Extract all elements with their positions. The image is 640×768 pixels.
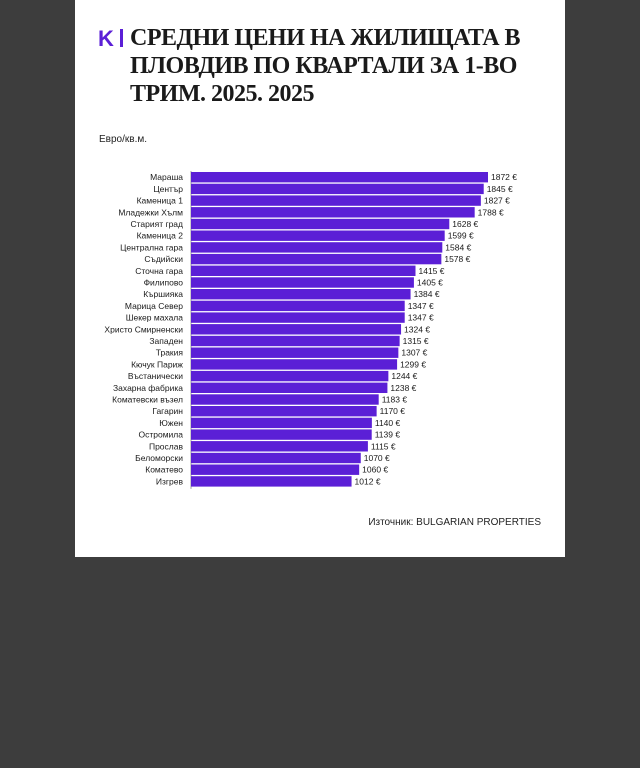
chart-title: СРЕДНИ ЦЕНИ НА ЖИЛИЩАТА В ПЛОВДИВ ПО КВА… [130, 25, 521, 107]
category-label: Прослав [149, 441, 184, 451]
logo-letter: K [98, 27, 114, 49]
category-label: Каменица 1 [137, 196, 184, 206]
value-label: 1115 € [371, 441, 396, 451]
bar [191, 394, 379, 405]
bar [191, 429, 372, 440]
category-label: Въстанически [128, 371, 183, 381]
bar [191, 476, 352, 487]
chart-card: K СРЕДНИ ЦЕНИ НА ЖИЛИЩАТА В ПЛОВДИВ ПО К… [75, 0, 565, 557]
bar [191, 183, 484, 195]
category-label: Старият град [130, 219, 183, 229]
category-label: Захарна фабрика [113, 383, 183, 393]
value-label: 1788 € [478, 207, 504, 217]
bar [191, 312, 405, 323]
bar [191, 370, 389, 382]
bar [191, 172, 488, 183]
category-label: Коматевски възел [112, 395, 183, 405]
value-label: 1299 € [400, 359, 426, 369]
bar [191, 359, 398, 370]
value-label: 1628 € [452, 219, 478, 229]
unit-label: Евро/кв.м. [99, 134, 148, 145]
value-label: 1405 € [417, 278, 443, 288]
value-label: 1170 € [380, 406, 406, 416]
value-label: 1578 € [444, 254, 470, 264]
value-label: 1845 € [487, 184, 513, 194]
value-label: 1599 € [448, 231, 474, 241]
value-label: 1324 € [404, 324, 430, 334]
value-label: 1238 € [390, 383, 416, 393]
category-label: Шекер махала [126, 313, 184, 323]
bar [191, 253, 442, 265]
category-label: Беломорски [135, 453, 183, 463]
category-label: Сточна гара [135, 266, 183, 276]
bar [191, 347, 399, 358]
bar [191, 195, 481, 206]
category-label: Съдийски [144, 254, 183, 264]
value-label: 1140 € [375, 418, 401, 428]
bar [191, 335, 400, 347]
source-label: Източник: BULGARIAN PROPERTIES [368, 517, 541, 528]
bar [191, 417, 372, 429]
category-label: Тракия [156, 348, 184, 358]
category-label: Гагарин [152, 406, 183, 416]
category-label: Център [153, 184, 183, 194]
category-label: Южен [159, 418, 183, 428]
category-label: Марица Север [125, 301, 183, 311]
bar [191, 218, 450, 230]
value-label: 1139 € [375, 430, 401, 440]
category-label: Филипово [144, 278, 184, 288]
bar [191, 265, 416, 276]
bar [191, 324, 402, 335]
value-label: 1244 € [391, 371, 417, 381]
value-label: 1307 € [401, 348, 427, 358]
bar [191, 406, 377, 417]
category-label: Западен [149, 336, 183, 346]
bar [191, 277, 414, 288]
value-label: 1183 € [382, 395, 408, 405]
value-label: 1872 € [491, 172, 517, 182]
category-label: Младежки Хълм [118, 207, 183, 217]
category-label: Христо Смирненски [104, 324, 183, 334]
category-label: Каменица 2 [137, 231, 184, 241]
bar [191, 300, 405, 312]
category-label: Кършияка [143, 289, 183, 299]
bar [191, 289, 411, 300]
bar [191, 452, 361, 464]
bar [191, 207, 475, 218]
bar [191, 382, 388, 393]
category-label: Коматево [145, 465, 183, 475]
category-label: Централна гара [120, 242, 183, 252]
bar [191, 441, 368, 452]
bar [191, 230, 445, 241]
value-label: 1384 € [414, 289, 440, 299]
category-label: Остромила [139, 430, 184, 440]
value-label: 1584 € [445, 242, 471, 252]
value-label: 1347 € [408, 313, 434, 323]
value-label: 1315 € [403, 336, 429, 346]
value-label: 1070 € [364, 453, 390, 463]
value-label: 1060 € [362, 465, 388, 475]
value-label: 1415 € [418, 266, 444, 276]
category-label: Кючук Париж [131, 359, 183, 369]
category-label: Изгрев [156, 476, 184, 486]
value-label: 1012 € [355, 476, 381, 486]
value-label: 1827 € [484, 196, 510, 206]
value-label: 1347 € [408, 301, 434, 311]
logo-icon: K [98, 27, 123, 49]
category-label: Мараша [150, 172, 183, 182]
bar-chart: Мараша 1872 € Център 1845 € Каменица 1 1827 €… [104, 171, 517, 489]
bar [191, 464, 360, 475]
bar [191, 242, 443, 253]
